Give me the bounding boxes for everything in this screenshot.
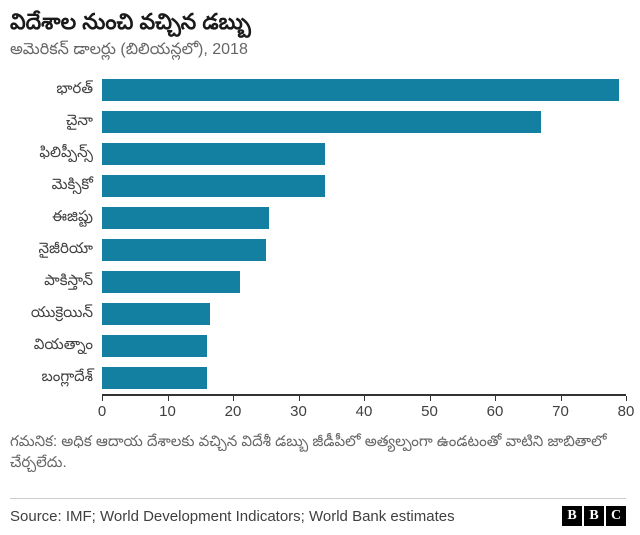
chart-subtitle: అమెరికన్ డాలర్లు (బిలియన్లలో), 2018 [10,40,248,58]
tick-label: 10 [159,403,176,421]
bar-track [102,303,626,326]
tick-mark [233,396,234,402]
tick-label: 80 [617,403,635,421]
category-label: పాకిస్తాన్ [44,271,93,289]
bar [102,143,325,166]
bar-track [102,367,626,390]
category-label: యుక్రెయిన్ [30,303,93,321]
source-bar: Source: IMF; World Development Indicator… [10,498,626,535]
tick-mark [626,396,627,402]
tick-mark [495,396,496,402]
bar [102,303,211,326]
bar-row: చైనా [10,106,626,138]
bar [102,367,207,390]
tick-label: 60 [486,403,504,421]
bar-row: పాకిస్తాన్ [10,266,626,298]
bar-track [102,271,626,294]
axis-spacer [10,394,102,424]
bbc-logo-block: C [606,506,626,526]
bar [102,207,270,230]
bar [102,111,541,134]
tick-mark [298,396,300,402]
chart-title: విదేశాల నుంచి వచ్చిన డబ్బు [10,9,251,34]
tick-label: 70 [552,403,569,421]
tick-mark [167,396,169,402]
bbc-logo-block: B [562,506,582,526]
tick-label: 30 [290,403,307,421]
bar-row: బంగ్లాదేశ్ [10,362,626,394]
bar-row: నైజీరియా [10,234,626,266]
bar-row: యుక్రెయిన్ [10,298,626,330]
tick-label: 20 [224,403,242,421]
bar-track [102,175,626,198]
chart-footnote: గమనిక: అధిక ఆదాయ దేశాలకు వచ్చిన విదేశీ డ… [10,433,607,471]
category-label: ఈజిప్టు [52,207,93,225]
category-label: ఫిలిప్పీన్స్ [39,143,93,161]
category-label: బంగ్లాదేశ్ [41,367,93,385]
bar [102,175,325,198]
tick-mark [364,396,365,402]
tick-mark [102,396,103,402]
axis-line [102,394,626,397]
category-label: మెక్సికో [51,175,93,193]
bar-row: ఫిలిప్పీన్స్ [10,138,626,170]
category-label: నైజీరియా [38,239,94,257]
bar-track [102,207,626,230]
bar-rows: భారత్ చైనా ఫిలిప్పీన్స్ మెక్సికో ఈజిప్టు నైజీ… [10,74,626,394]
tick-label: 0 [97,403,107,421]
bar-track [102,335,626,358]
category-label: భారత్ [56,79,93,97]
bar-track [102,79,626,102]
x-axis: 0 10 20 30 40 50 60 70 80 [98,394,634,424]
x-axis-wrap: 0 10 20 30 40 50 60 70 80 [10,394,634,424]
bar-track [102,111,626,134]
bbc-logo-block: B [584,506,604,526]
source-text: Source: IMF; World Development Indicator… [10,507,455,525]
bar [102,271,240,294]
category-label: చైనా [66,111,93,129]
bar-chart: భారత్ చైనా ఫిలిప్పీన్స్ మెక్సికో ఈజిప్టు నైజీ… [10,74,634,424]
bar-row: భారత్ [10,74,626,106]
bar-track [102,143,626,166]
tick-label: 50 [421,403,438,421]
bar-row: వియత్నాం [10,330,626,362]
bar-row: మెక్సికో [10,170,626,202]
bar [102,79,620,102]
category-label: వియత్నాం [33,335,93,353]
bar [102,335,207,358]
tick-mark [429,396,431,402]
tick-mark [560,396,562,402]
bar [102,239,266,262]
bar-track [102,239,626,262]
tick-label: 40 [355,403,373,421]
bar-row: ఈజిప్టు [10,202,626,234]
